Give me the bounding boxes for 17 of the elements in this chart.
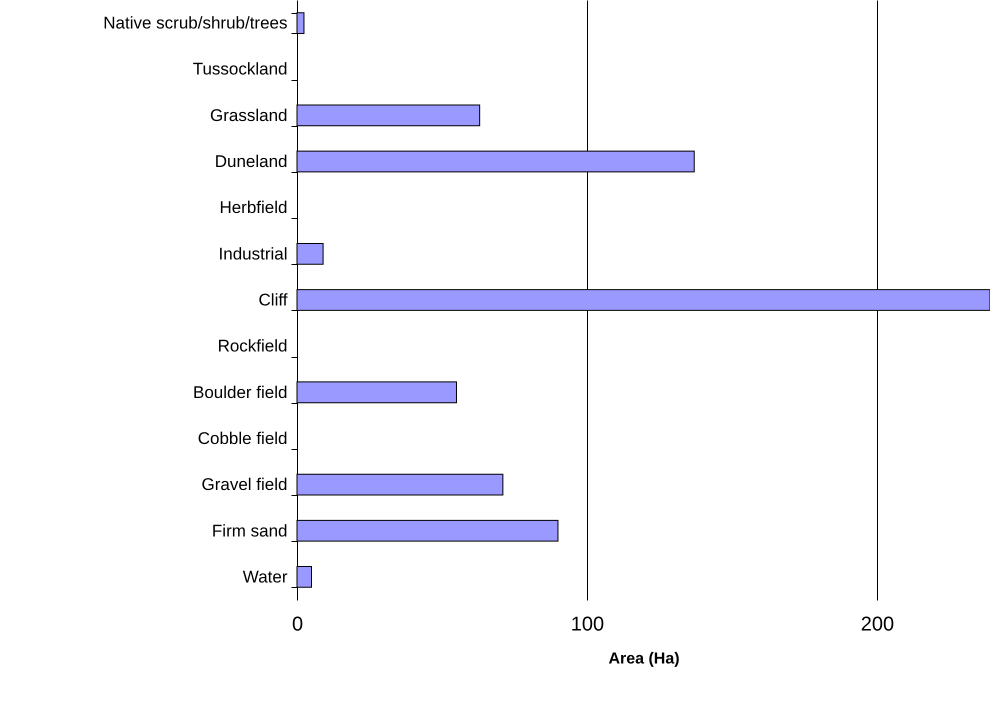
y-tick-label: Industrial [218,244,288,264]
y-tick-label: Water [242,567,288,586]
y-tick-label: Tussockland [192,60,288,79]
y-tick-label: Native scrub/shrub/trees [103,14,288,33]
y-tick-label: Grassland [210,106,288,125]
x-tick-label: 100 [570,614,604,636]
y-tick-label: Cobble field [198,428,288,448]
y-tick-label: Rockfield [218,336,288,356]
y-tick-label: Herbfield [219,198,288,218]
y-tick-label: Cliff [258,290,288,310]
x-tick-label: 0 [292,614,304,636]
x-tick-label: 200 [860,614,894,636]
x-axis-title: Area (Ha) [608,650,680,668]
y-tick-label: Firm sand [212,521,288,540]
y-tick-label: Duneland [214,152,288,172]
y-tick-label: Boulder field [192,382,288,402]
y-tick-label: Gravel field [202,475,288,494]
